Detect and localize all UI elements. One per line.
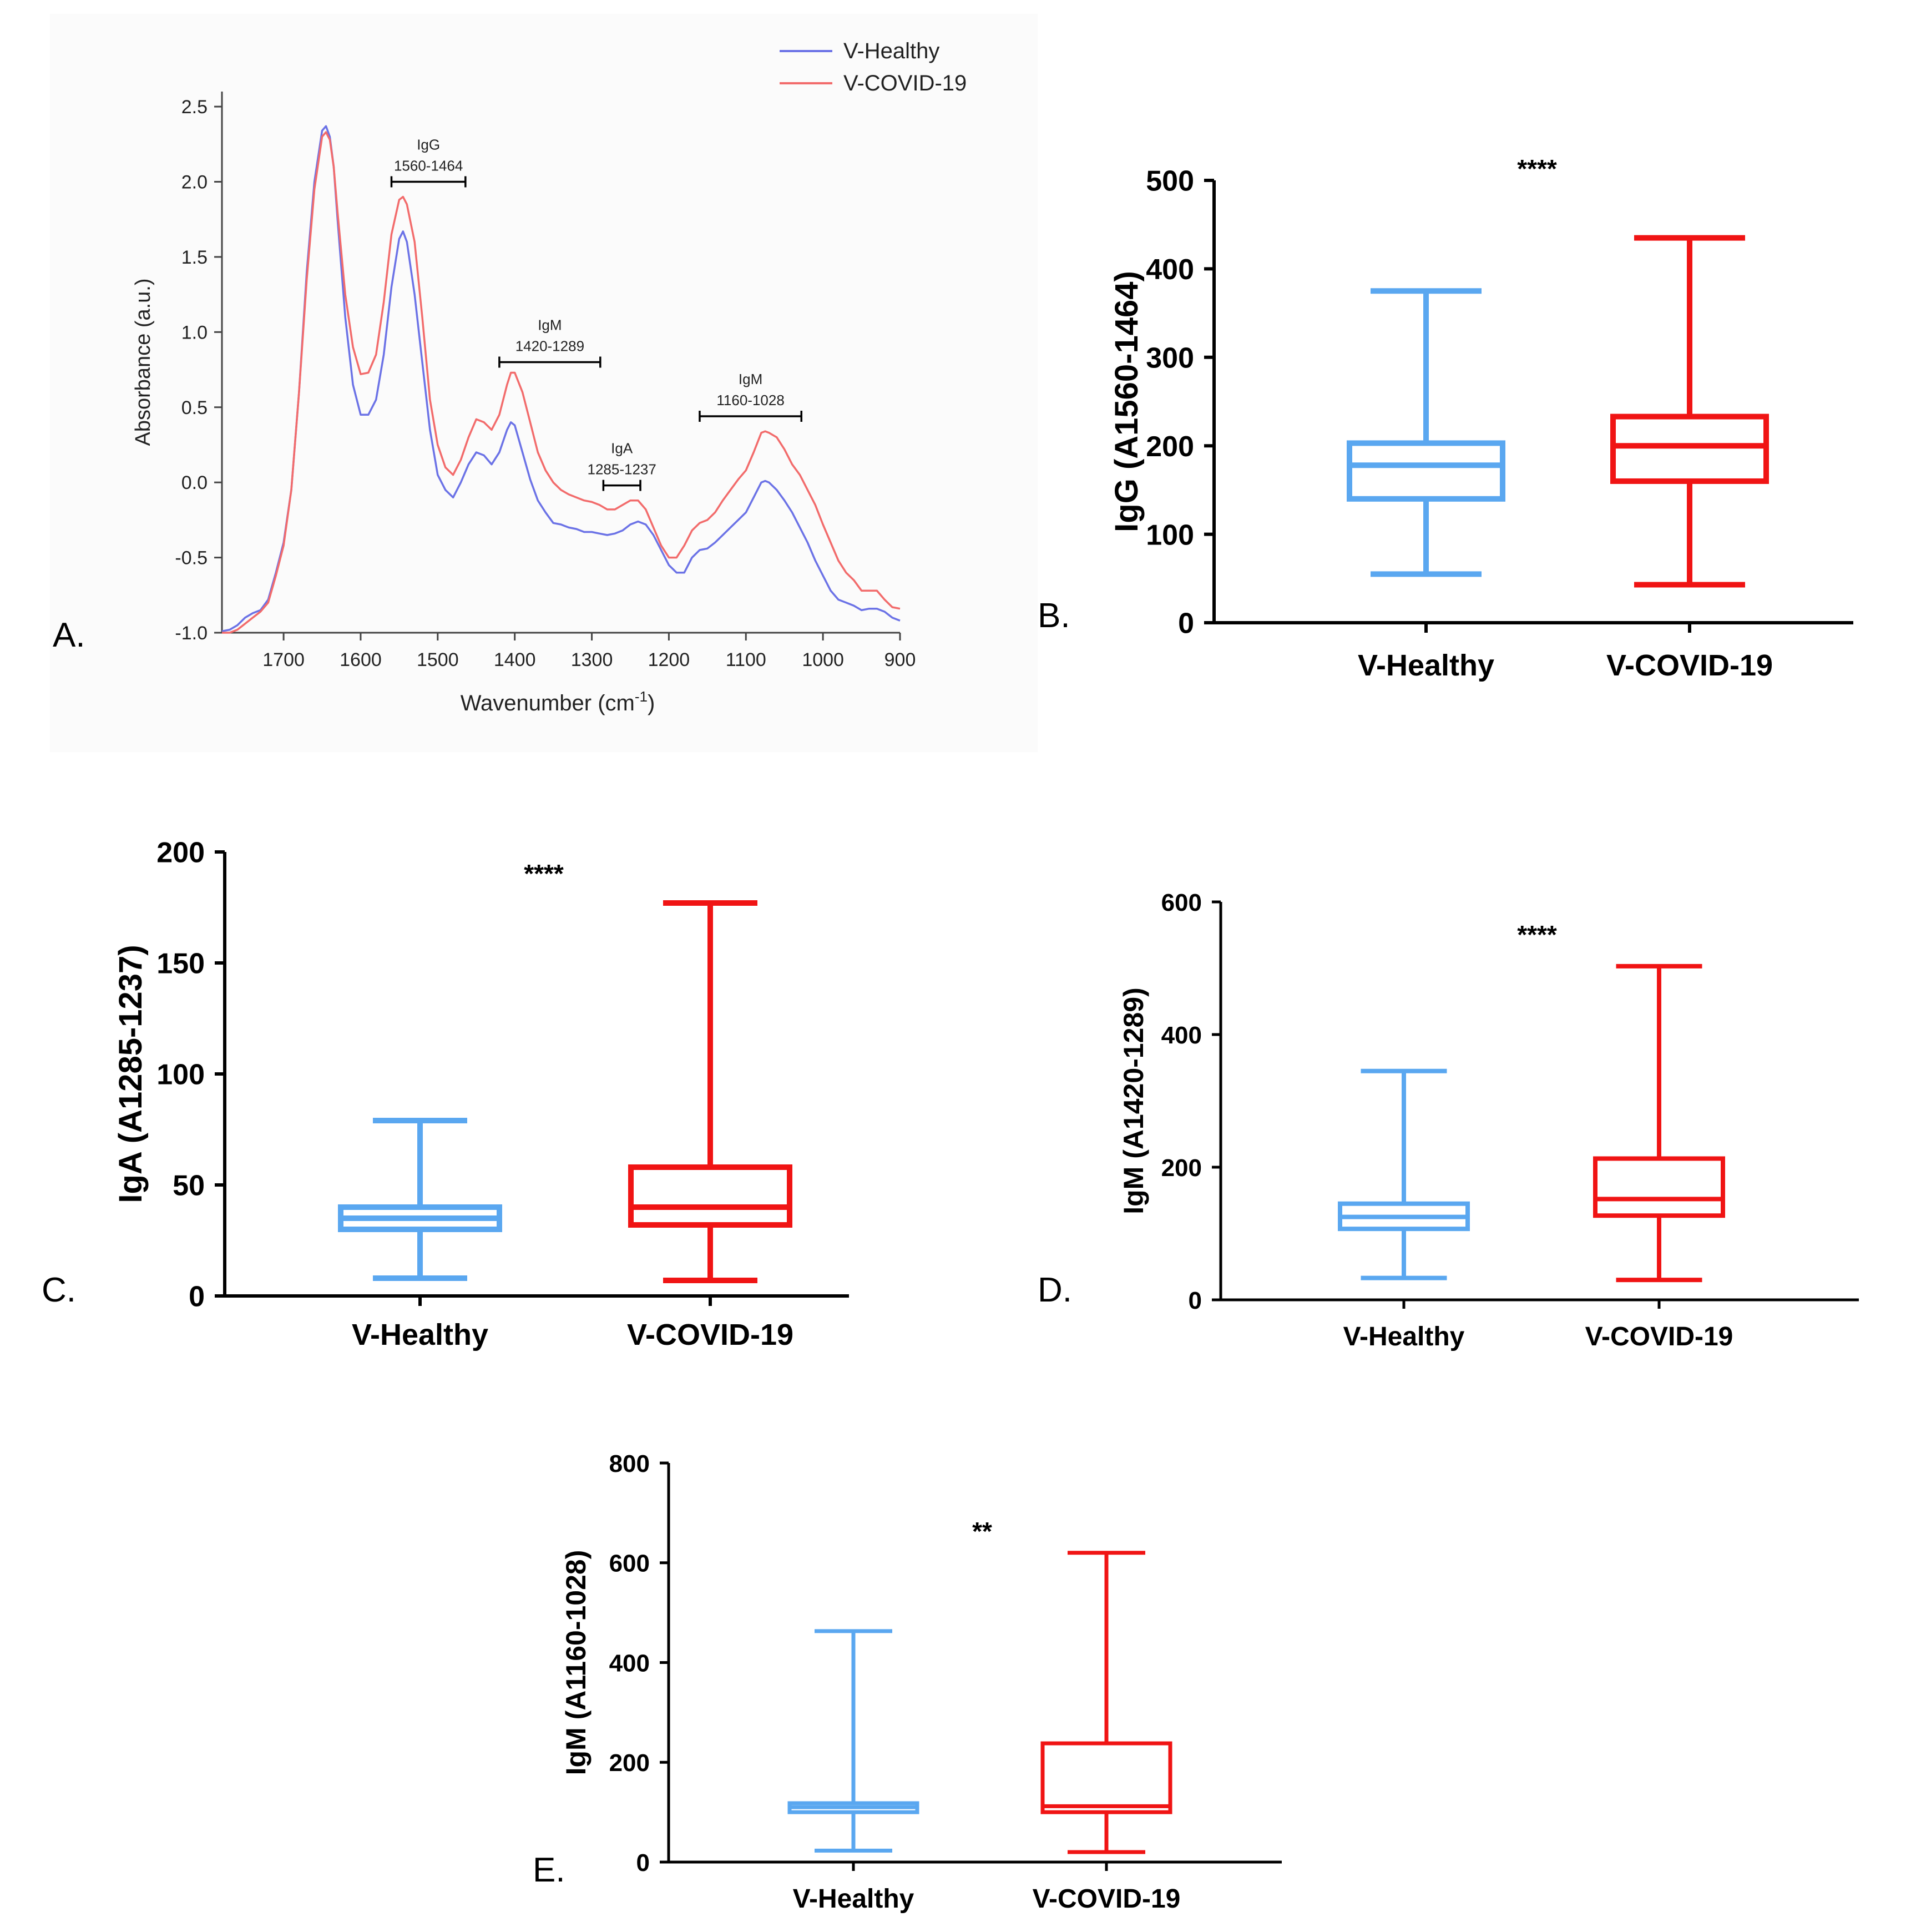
significance-marker: ****: [1517, 154, 1557, 183]
y-axis-label: IgM (A1420-1289): [1118, 987, 1149, 1214]
panel-d-igm-1420-boxplot: 0 200 400 600 IgM (A1420-1289) D. **** V-Health…: [1038, 889, 1859, 1351]
y-tick-label: 100: [156, 1059, 205, 1091]
panel-a-y-tick-label: 1.5: [181, 247, 208, 268]
category-label: V-Healthy: [1343, 1322, 1465, 1351]
panel-a-y-tick-label: 2.5: [181, 97, 208, 118]
y-tick-label: 400: [1146, 254, 1194, 286]
panel-a-x-tick-label: 1500: [417, 649, 459, 670]
panel-a-annotation-label: IgG: [417, 137, 440, 153]
panel-a-y-tick-label: -1.0: [175, 623, 208, 644]
category-label: V-Healthy: [793, 1884, 914, 1914]
y-axis-label: IgM (A1160-1028): [560, 1550, 592, 1775]
panel-a-x-tick-label: 1600: [340, 649, 382, 670]
category-label: V-COVID-19: [1033, 1884, 1181, 1914]
y-tick-label: 0: [189, 1281, 205, 1313]
panel-a-x-tick-label: 1100: [726, 649, 766, 670]
panel-a-y-tick-label: 0.5: [181, 397, 208, 418]
box-iqr: [1347, 440, 1505, 502]
panel-a-label: A.: [53, 616, 85, 654]
significance-marker: ****: [524, 859, 564, 888]
panel-a-background: [50, 14, 1038, 752]
y-axis-label: IgA (A1285-1237): [113, 945, 149, 1203]
y-tick-label: 200: [609, 1749, 650, 1777]
panel-a-x-tick-label: 1000: [802, 649, 844, 670]
y-tick-label: 300: [1146, 342, 1194, 375]
y-tick-label: 150: [156, 948, 205, 980]
panel-a-annotation-range: 1560-1464: [394, 158, 463, 174]
panel-a-series-line: [222, 131, 901, 634]
y-tick-label: 200: [1146, 431, 1194, 463]
panel-a-annotation-label: IgM: [538, 317, 562, 334]
panel-e-igm-1160-boxplot: 0 200 400 600 800 IgM (A1160-1028) E. ** V-Healt…: [533, 1450, 1282, 1914]
category-label: V-Healthy: [352, 1318, 488, 1351]
category-label: V-COVID-19: [627, 1318, 793, 1351]
panel-a-annotation-range: 1285-1237: [588, 461, 656, 478]
y-tick-label: 600: [609, 1550, 650, 1577]
box-iqr: [628, 1164, 792, 1228]
panel-a-annotation-label: IgA: [611, 440, 633, 457]
significance-marker: ****: [1517, 920, 1557, 949]
y-tick-label: 0: [1178, 608, 1194, 640]
panel-a-annotation-range: 1160-1028: [716, 392, 784, 408]
panel-a-annotation-label: IgM: [739, 371, 762, 387]
y-axis-label: IgG (A1560-1464): [1109, 271, 1145, 532]
panel-label: B.: [1038, 597, 1070, 635]
y-tick-label: 0: [1189, 1287, 1202, 1314]
panel-a-x-tick-label: 1700: [262, 649, 305, 670]
panel-b-igg-boxplot: 0 100 200 300 400 500 IgG (A1560-1464) B. **** V-…: [1038, 154, 1853, 682]
panel-a-y-axis-label: Absorbance (a.u.): [132, 278, 155, 446]
panel-a-y-tick-label: 2.0: [181, 172, 208, 193]
box-iqr: [1040, 1741, 1172, 1814]
y-tick-label: 600: [1161, 889, 1202, 916]
panel-a-legend-label: V-COVID-19: [843, 71, 967, 95]
category-label: V-COVID-19: [1606, 649, 1773, 682]
panel-a-x-axis-label: Wavenumber (cm-1): [461, 688, 655, 715]
panel-a-x-tick-label: 1300: [571, 649, 613, 670]
panel-a-x-tick-label: 1400: [494, 649, 536, 670]
panel-label: C.: [42, 1271, 76, 1309]
significance-marker: **: [972, 1517, 992, 1546]
y-tick-label: 800: [609, 1450, 650, 1477]
y-tick-label: 50: [173, 1170, 205, 1202]
panel-a-y-tick-label: 1.0: [181, 322, 208, 343]
panel-a-x-tick-label: 1200: [648, 649, 690, 670]
y-tick-label: 0: [636, 1849, 650, 1876]
panel-a-y-tick-label: -0.5: [175, 548, 208, 569]
category-label: V-Healthy: [1358, 649, 1494, 682]
y-tick-label: 400: [609, 1649, 650, 1677]
y-tick-label: 200: [156, 837, 205, 869]
y-tick-label: 100: [1146, 519, 1194, 551]
panel-a-x-tick-label: 900: [884, 649, 916, 670]
box-iqr: [1593, 1156, 1725, 1218]
y-tick-label: 400: [1161, 1022, 1202, 1049]
panel-c-iga-boxplot: 0 50 100 150 200 IgA (A1285-1237) C. **** V-Heal…: [42, 837, 849, 1351]
panel-label: E.: [533, 1851, 565, 1889]
panel-a-x-label-main: Wavenumber (cm: [461, 691, 635, 715]
category-label: V-COVID-19: [1585, 1322, 1733, 1351]
y-tick-label: 500: [1146, 165, 1194, 198]
panel-label: D.: [1038, 1271, 1072, 1309]
box-iqr: [1610, 413, 1769, 484]
y-tick-label: 200: [1161, 1154, 1202, 1182]
panel-a-x-label-superscript: -1: [635, 688, 648, 705]
panel-a-spectrum-chart: 1700 1600 1500 1400 1300 1200 1100 1000 900 -1.0 -…: [53, 39, 967, 715]
panel-a-x-label-close: ): [648, 691, 655, 715]
panel-a-annotation-range: 1420-1289: [515, 338, 584, 355]
panel-a-legend-label: V-Healthy: [843, 39, 939, 63]
panel-a-y-tick-label: 0.0: [181, 472, 208, 493]
